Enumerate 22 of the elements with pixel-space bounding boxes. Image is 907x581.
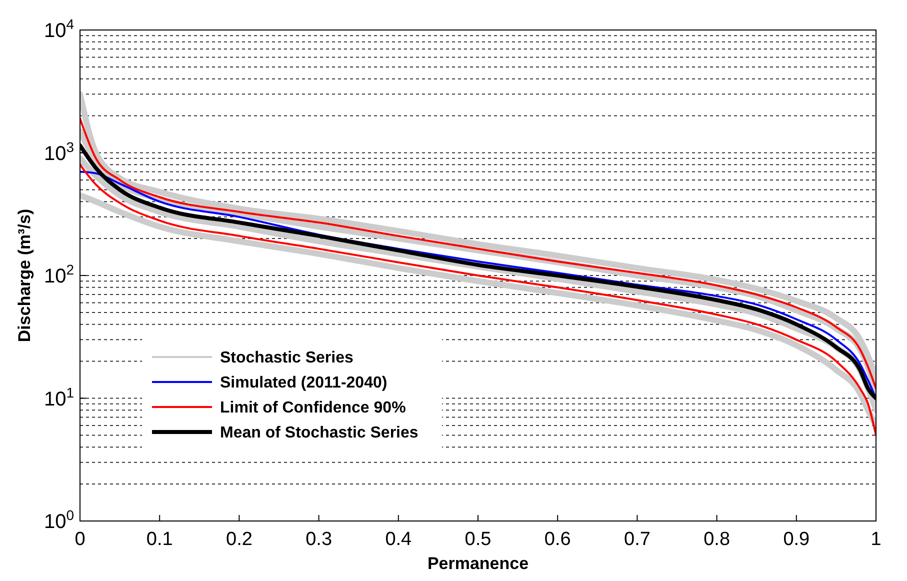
legend-label: Simulated (2011-2040) [220, 374, 388, 392]
x-tick-label: 0.7 [624, 529, 650, 550]
x-tick-label: 0.8 [704, 529, 730, 550]
y-tick-label: 10$^{0}$ [44, 507, 74, 533]
x-tick-label: 0.3 [306, 529, 332, 550]
y-tick-label: 10$^{4}$ [44, 16, 74, 42]
x-tick-label: 0.2 [226, 529, 252, 550]
x-tick-label: 0.6 [544, 529, 571, 550]
x-tick-label: 0.4 [385, 529, 412, 550]
y-tick-label: 10$^{2}$ [44, 262, 74, 288]
legend-label: Mean of Stochastic Series [220, 424, 418, 442]
x-tick-label: 0 [74, 529, 86, 550]
y-tick-label: 10$^{1}$ [44, 384, 74, 410]
y-axis-title: Discharge (m³/s) [15, 208, 34, 342]
x-tick-label: 0.1 [146, 529, 173, 550]
x-tick-label: 0.9 [783, 529, 810, 550]
x-tick-label: 0.5 [464, 529, 492, 550]
x-axis-title: Permanence [427, 554, 529, 573]
x-tick-label: 1 [870, 529, 882, 550]
legend-label: Limit of Confidence 90% [220, 400, 406, 417]
legend-label: Stochastic Series [220, 350, 354, 367]
y-tick-label: 10$^{3}$ [44, 138, 74, 165]
